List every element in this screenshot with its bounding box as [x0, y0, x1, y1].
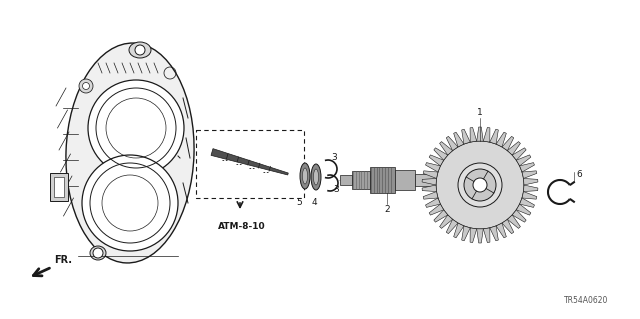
Text: TR54A0620: TR54A0620	[564, 296, 609, 305]
Circle shape	[83, 83, 90, 90]
Polygon shape	[477, 229, 483, 243]
Text: 1: 1	[477, 108, 483, 117]
Polygon shape	[423, 171, 438, 178]
Polygon shape	[520, 163, 534, 172]
Polygon shape	[522, 191, 537, 199]
Polygon shape	[434, 148, 448, 160]
Ellipse shape	[129, 42, 151, 58]
Circle shape	[93, 248, 103, 258]
Bar	[352, 171, 370, 189]
Text: 3: 3	[333, 185, 339, 194]
Circle shape	[88, 80, 184, 176]
Polygon shape	[483, 128, 490, 142]
Circle shape	[473, 178, 487, 192]
Text: 5: 5	[296, 198, 302, 207]
Bar	[54, 177, 64, 197]
Bar	[196, 130, 304, 198]
Ellipse shape	[300, 163, 310, 189]
Polygon shape	[446, 219, 458, 234]
Ellipse shape	[90, 246, 106, 260]
Polygon shape	[508, 142, 520, 155]
Polygon shape	[496, 223, 506, 238]
Polygon shape	[461, 129, 470, 144]
Polygon shape	[454, 223, 464, 238]
Polygon shape	[516, 155, 531, 166]
Ellipse shape	[303, 168, 307, 184]
Ellipse shape	[66, 43, 194, 263]
Text: 2: 2	[384, 205, 390, 214]
Bar	[50, 173, 68, 201]
Ellipse shape	[314, 169, 319, 185]
Text: FR.: FR.	[54, 255, 72, 265]
Polygon shape	[512, 148, 526, 160]
Polygon shape	[520, 198, 534, 207]
Bar	[415, 174, 437, 186]
Text: 6: 6	[576, 170, 582, 179]
Polygon shape	[423, 191, 438, 199]
Polygon shape	[470, 128, 477, 142]
Polygon shape	[524, 178, 538, 185]
Polygon shape	[426, 163, 440, 172]
Polygon shape	[461, 226, 470, 241]
Polygon shape	[470, 228, 477, 242]
Polygon shape	[524, 185, 538, 191]
Circle shape	[82, 155, 178, 251]
Circle shape	[464, 169, 496, 201]
Polygon shape	[440, 215, 452, 228]
Bar	[370, 167, 395, 193]
Text: 3: 3	[331, 153, 337, 162]
Polygon shape	[429, 204, 444, 215]
Polygon shape	[477, 127, 483, 141]
Polygon shape	[490, 226, 499, 241]
Polygon shape	[429, 155, 444, 166]
Polygon shape	[434, 210, 448, 222]
Circle shape	[135, 45, 145, 55]
Text: 4: 4	[311, 198, 317, 207]
Polygon shape	[496, 132, 506, 147]
Polygon shape	[422, 185, 436, 191]
Bar	[340, 175, 352, 185]
Polygon shape	[422, 178, 436, 185]
Polygon shape	[440, 142, 452, 155]
Circle shape	[79, 79, 93, 93]
Polygon shape	[512, 210, 526, 222]
Polygon shape	[446, 136, 458, 151]
Polygon shape	[508, 215, 520, 228]
Circle shape	[436, 141, 524, 229]
Polygon shape	[454, 132, 464, 147]
Polygon shape	[426, 198, 440, 207]
Text: ATM-8-10: ATM-8-10	[218, 222, 266, 231]
Bar	[395, 170, 415, 190]
Polygon shape	[502, 219, 514, 234]
Circle shape	[458, 163, 502, 207]
Polygon shape	[522, 171, 537, 178]
Polygon shape	[483, 228, 490, 242]
Polygon shape	[502, 136, 514, 151]
Polygon shape	[516, 204, 531, 215]
Polygon shape	[211, 149, 288, 175]
Polygon shape	[490, 129, 499, 144]
Ellipse shape	[311, 164, 321, 190]
